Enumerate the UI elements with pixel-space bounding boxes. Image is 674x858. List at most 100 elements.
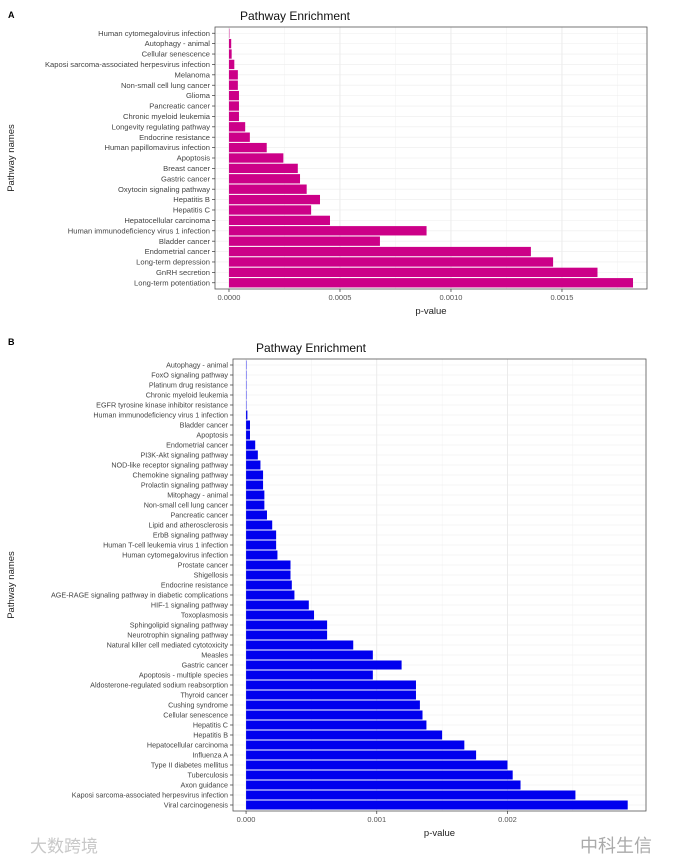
y-tick-label: Long-term potentiation: [134, 278, 210, 287]
y-tick-label: Hepatitis C: [193, 721, 228, 730]
bar-melanoma: [229, 70, 238, 79]
y-tick-label: Human immunodeficiency virus 1 infection: [93, 411, 228, 420]
y-tick-label: Aldosterone-regulated sodium reabsorptio…: [90, 681, 228, 690]
y-tick-label: Breast cancer: [163, 164, 210, 173]
bar-hepatocellular-carcinoma: [229, 216, 330, 225]
y-tick-label: Human T-cell leukemia virus 1 infection: [103, 541, 228, 550]
y-tick-label: EGFR tyrosine kinase inhibitor resistanc…: [96, 401, 228, 410]
y-tick-label: Gastric cancer: [182, 661, 229, 670]
bar-hif-1-signaling-pathway: [246, 601, 309, 610]
y-tick-label: Kaposi sarcoma-associated herpesvirus in…: [45, 60, 210, 69]
bar-thyroid-cancer: [246, 691, 416, 700]
x-tick-label: 0.0005: [329, 293, 352, 302]
bar-apoptosis-multiple-species: [246, 671, 373, 680]
bar-axon-guidance: [246, 781, 520, 790]
y-tick-label: PI3K-Akt signaling pathway: [141, 451, 229, 460]
y-tick-label: Platinum drug resistance: [149, 381, 228, 390]
y-tick-label: Axon guidance: [180, 781, 228, 790]
bar-gnrh-secretion: [229, 268, 598, 277]
y-tick-label: Apoptosis: [177, 154, 211, 163]
bar-hepatitis-b: [229, 195, 320, 204]
y-tick-label: Measles: [201, 651, 228, 660]
x-tick-label: 0.001: [367, 815, 386, 824]
bar-oxytocin-signaling-pathway: [229, 185, 307, 194]
bar-prostate-cancer: [246, 561, 290, 570]
y-tick-label: Glioma: [186, 91, 211, 100]
y-tick-label: Apoptosis - multiple species: [139, 671, 228, 680]
y-tick-label: Hepatitis B: [193, 731, 228, 740]
bar-human-papillomavirus-infection: [229, 143, 267, 152]
x-tick-label: 0.002: [498, 815, 517, 824]
bar-non-small-cell-lung-cancer: [229, 81, 238, 90]
y-tick-label: Chronic myeloid leukemia: [123, 112, 211, 121]
bar-long-term-potentiation: [229, 278, 633, 287]
bar-viral-carcinogenesis: [246, 801, 628, 810]
bar-bladder-cancer: [246, 421, 250, 430]
bar-hepatocellular-carcinoma: [246, 741, 464, 750]
panel-label: B: [8, 337, 15, 347]
bar-measles: [246, 651, 373, 660]
bar-chemokine-signaling-pathway: [246, 471, 263, 480]
bar-toxoplasmosis: [246, 611, 314, 620]
bar-autophagy-animal: [229, 39, 231, 48]
bar-gastric-cancer: [246, 661, 402, 670]
y-tick-label: Bladder cancer: [180, 421, 229, 430]
y-tick-label: Hepatitis C: [173, 206, 211, 215]
y-tick-label: Prolactin signaling pathway: [141, 481, 229, 490]
bar-bladder-cancer: [229, 236, 380, 245]
bar-long-term-depression: [229, 257, 553, 266]
bar-neurotrophin-signaling-pathway: [246, 631, 327, 640]
bar-endometrial-cancer: [246, 441, 255, 450]
bar-apoptosis: [246, 431, 250, 440]
y-tick-label: Endometrial cancer: [145, 247, 211, 256]
y-tick-label: Prostate cancer: [178, 561, 229, 570]
y-tick-label: Neurotrophin signaling pathway: [127, 631, 228, 640]
bar-endometrial-cancer: [229, 247, 531, 256]
y-tick-label: Long-term depression: [136, 258, 210, 267]
bar-natural-killer-cell-mediated-cytotoxicity: [246, 641, 353, 650]
bar-sphingolipid-signaling-pathway: [246, 621, 327, 630]
y-tick-label: Pancreatic cancer: [170, 511, 228, 520]
y-tick-label: Hepatocellular carcinoma: [147, 741, 228, 750]
y-tick-label: Thyroid cancer: [180, 691, 228, 700]
bar-mitophagy-animal: [246, 491, 264, 500]
bar-aldosterone-regulated-sodium-reabsorption: [246, 681, 416, 690]
y-axis-title: Pathway names: [6, 551, 17, 619]
watermark-left: 大数跨境: [30, 832, 98, 857]
y-tick-label: Autophagy - animal: [145, 39, 211, 48]
y-tick-label: Pancreatic cancer: [149, 102, 210, 111]
y-tick-label: Shigellosis: [194, 571, 229, 580]
watermark-right: 中科生信: [580, 832, 652, 858]
bar-hepatitis-c: [229, 205, 311, 214]
y-tick-label: Sphingolipid signaling pathway: [130, 621, 229, 630]
chart-title: Pathway Enrichment: [240, 9, 351, 23]
y-tick-label: Cellular senescence: [163, 711, 228, 720]
y-tick-label: Cushing syndrome: [168, 701, 228, 710]
bar-influenza-a: [246, 751, 476, 760]
bar-pancreatic-cancer: [246, 511, 267, 520]
y-tick-label: Human immunodeficiency virus 1 infection: [68, 226, 210, 235]
bar-kaposi-sarcoma-associated-herpesvirus-infection: [246, 791, 575, 800]
bar-longevity-regulating-pathway: [229, 122, 245, 131]
bar-endocrine-resistance: [246, 581, 292, 590]
y-tick-label: HIF-1 signaling pathway: [151, 601, 229, 610]
y-tick-label: Human papillomavirus infection: [104, 143, 210, 152]
y-tick-label: Hepatitis B: [173, 195, 210, 204]
bar-human-immunodeficiency-virus-1-infection: [246, 411, 247, 420]
bar-glioma: [229, 91, 239, 100]
y-tick-label: Toxoplasmosis: [181, 611, 229, 620]
bar-shigellosis: [246, 571, 290, 580]
bar-human-immunodeficiency-virus-1-infection: [229, 226, 427, 235]
x-axis-title: p-value: [424, 828, 455, 839]
bar-erbb-signaling-pathway: [246, 531, 276, 540]
panel-label: A: [8, 10, 15, 20]
bar-breast-cancer: [229, 164, 298, 173]
bar-hepatitis-c: [246, 721, 426, 730]
x-tick-label: 0.000: [237, 815, 256, 824]
bar-human-t-cell-leukemia-virus-1-infection: [246, 541, 276, 550]
x-tick-label: 0.0010: [440, 293, 463, 302]
bar-type-ii-diabetes-mellitus: [246, 761, 507, 770]
y-tick-label: FoxO signaling pathway: [151, 371, 228, 380]
bar-age-rage-signaling-pathway-in-diabetic-complications: [246, 591, 294, 600]
